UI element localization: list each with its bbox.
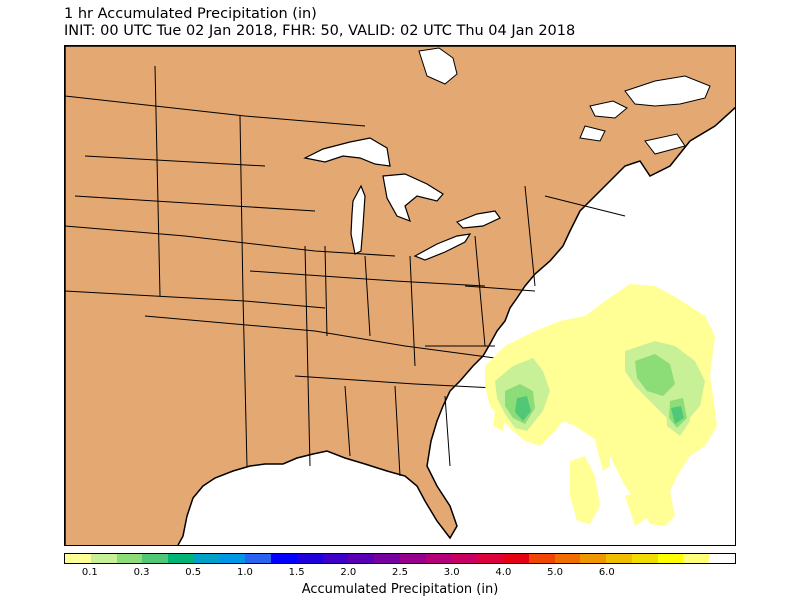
land-north-america xyxy=(65,46,735,545)
colorbar-tick-label: 2.5 xyxy=(392,567,408,578)
colorbar xyxy=(64,553,736,564)
colorbar-segment xyxy=(116,554,143,563)
colorbar-segment xyxy=(271,554,297,563)
colorbar-tick-label: 6.0 xyxy=(598,567,615,578)
colorbar-segment xyxy=(90,554,117,563)
great-lakes xyxy=(303,137,501,261)
colorbar-segment xyxy=(425,554,452,563)
colorbar-label: Accumulated Precipitation (in) xyxy=(301,582,499,597)
colorbar-segment xyxy=(168,554,194,563)
colorbar-segment xyxy=(631,554,658,563)
colorbar-segment xyxy=(142,554,169,563)
colorbar-segment xyxy=(399,554,426,563)
colorbar-segment xyxy=(296,554,323,563)
colorbar-segment xyxy=(193,554,220,563)
map-subtitle: INIT: 00 UTC Tue 02 Jan 2018, FHR: 50, V… xyxy=(64,23,576,39)
colorbar-tick-label: 1.0 xyxy=(236,567,253,578)
colorbar-tick-label: 5.0 xyxy=(547,567,564,578)
colorbar-segment xyxy=(477,554,504,563)
colorbar-segment xyxy=(606,554,632,563)
colorbar-segment xyxy=(683,554,710,563)
colorbar-tick-label: 1.5 xyxy=(288,567,305,578)
precipitation-field xyxy=(485,284,717,526)
colorbar-segment xyxy=(580,554,607,563)
colorbar-tick-label: 0.1 xyxy=(81,567,98,578)
colorbar-segment xyxy=(348,554,375,563)
colorbar-segment xyxy=(322,554,349,563)
colorbar-segment xyxy=(709,554,735,563)
colorbar-segment xyxy=(245,554,272,563)
colorbar-segment xyxy=(219,554,246,563)
colorbar-segment xyxy=(657,554,684,563)
colorbar-segment xyxy=(65,554,91,563)
colorbar-segment xyxy=(451,554,478,563)
colorbar-tick-label: 2.0 xyxy=(340,567,357,578)
map-canvas xyxy=(65,46,735,545)
colorbar-tick-label: 3.0 xyxy=(443,567,460,578)
canadian-waters xyxy=(418,47,711,155)
map-title: 1 hr Accumulated Precipitation (in) xyxy=(64,6,317,22)
colorbar-segment xyxy=(503,554,529,563)
colorbar-tick-label: 4.0 xyxy=(495,567,512,578)
colorbar-segment xyxy=(528,554,555,563)
colorbar-tick-label: 0.3 xyxy=(133,567,150,578)
colorbar-segment xyxy=(554,554,581,563)
colorbar-segment xyxy=(374,554,400,563)
colorbar-tick-label: 0.5 xyxy=(185,567,202,578)
precipitation-map[interactable] xyxy=(64,45,736,546)
state-boundaries xyxy=(65,65,626,477)
colorbar-ticks: 0.1 0.3 0.5 1.0 1.5 2.0 2.5 3.0 4.0 5.0 6.0 xyxy=(64,564,736,582)
